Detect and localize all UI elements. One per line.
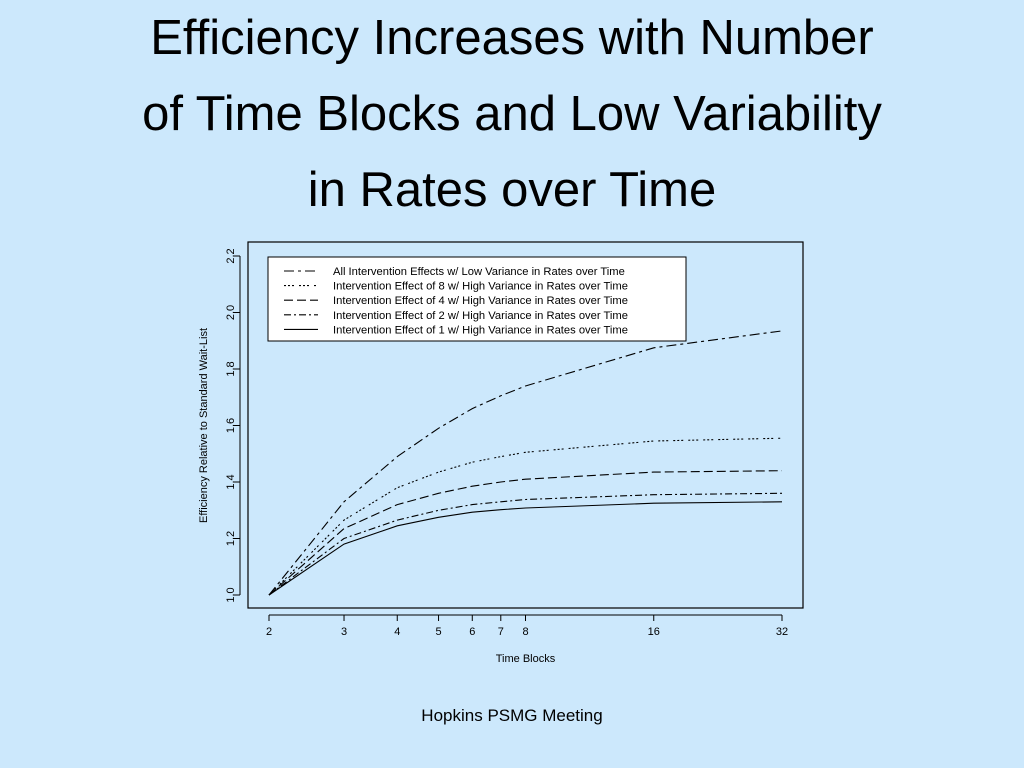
- title-line: in Rates over Time: [307, 163, 717, 217]
- slide-footer: Hopkins PSMG Meeting: [421, 706, 603, 725]
- legend-box: [267, 256, 687, 342]
- legend-label: Intervention Effect of 8 w/ High Varianc…: [333, 281, 628, 293]
- y-tick-label: 2.2: [225, 248, 237, 263]
- plot-frame: [247, 241, 804, 609]
- title-line: of Time Blocks and Low Variability: [142, 87, 882, 141]
- title-line: Efficiency Increases with Number: [150, 11, 874, 65]
- x-tick-label: 3: [341, 626, 347, 638]
- x-tick-label: 5: [435, 626, 441, 638]
- x-axis-label: Time Blocks: [496, 653, 556, 665]
- x-tick-label: 7: [498, 626, 504, 638]
- slide-title: Efficiency Increases with Number of Time…: [0, 0, 1024, 228]
- legend-label: All Intervention Effects w/ Low Variance…: [333, 266, 625, 278]
- x-tick-label: 32: [776, 626, 788, 638]
- y-tick-label: 1.2: [225, 531, 237, 546]
- y-tick-label: 1.0: [225, 587, 237, 602]
- x-tick-label: 4: [394, 626, 400, 638]
- legend-label: Intervention Effect of 2 w/ High Varianc…: [333, 310, 628, 322]
- x-tick-label: 6: [469, 626, 475, 638]
- series-line: [268, 501, 783, 596]
- y-axis-label: Efficiency Relative to Standard Wait-Lis…: [198, 328, 210, 523]
- x-tick-label: 16: [648, 626, 660, 638]
- y-tick-label: 1.6: [225, 418, 237, 433]
- x-tick-label: 2: [266, 626, 272, 638]
- y-tick-label: 1.8: [225, 361, 237, 376]
- series-line: [268, 492, 783, 596]
- series-line: [268, 437, 783, 596]
- series-line: [268, 330, 783, 596]
- y-tick-label: 2.0: [225, 305, 237, 320]
- legend-label: Intervention Effect of 4 w/ High Varianc…: [333, 295, 628, 307]
- x-tick-label: 8: [522, 626, 528, 638]
- series-line: [268, 470, 783, 596]
- legend-label: Intervention Effect of 1 w/ High Varianc…: [333, 324, 628, 336]
- y-tick-label: 1.4: [225, 474, 237, 489]
